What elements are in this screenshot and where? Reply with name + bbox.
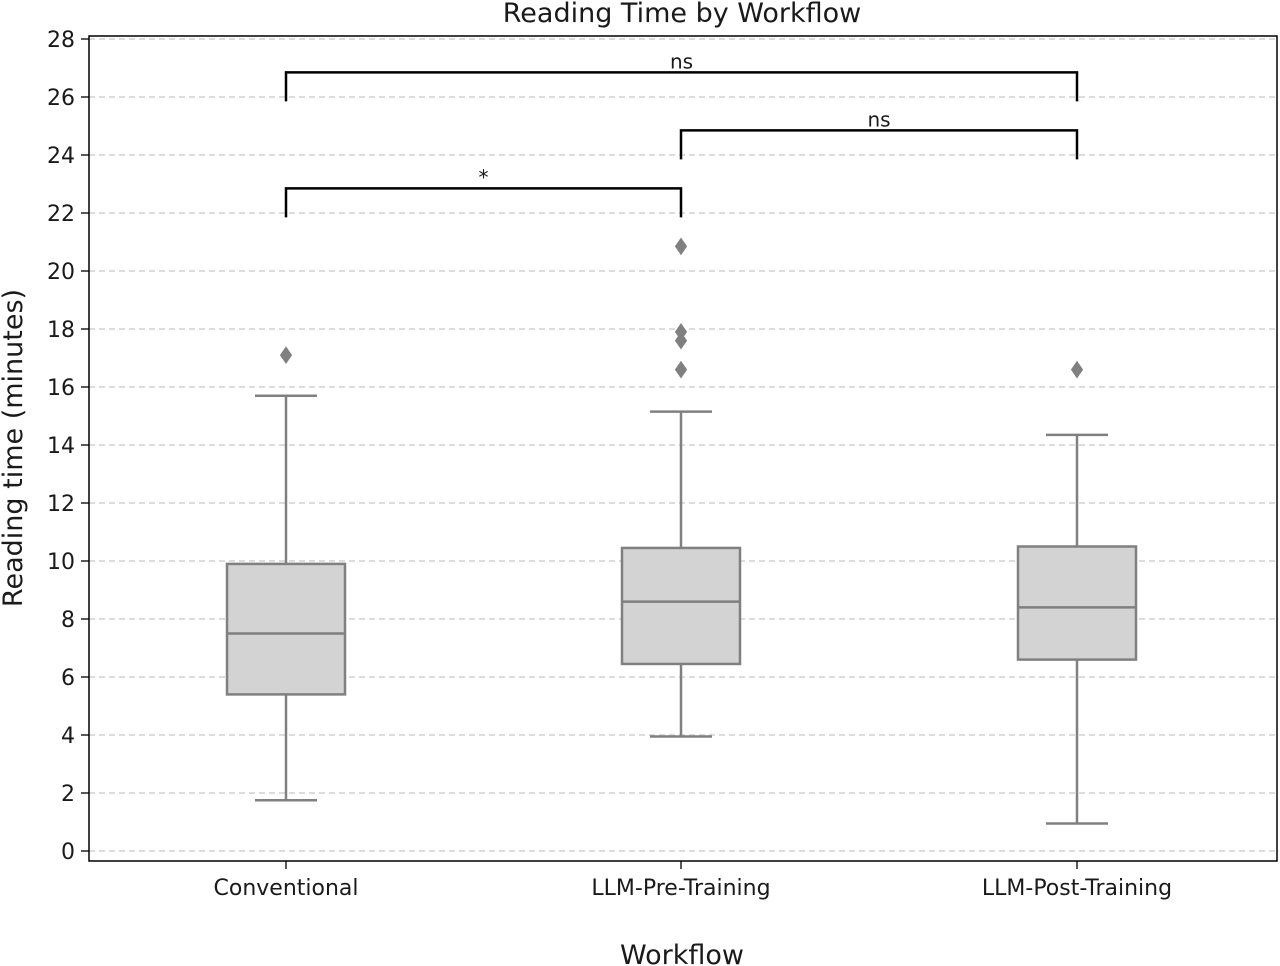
- y-tick-label: 12: [47, 492, 75, 517]
- boxes: [225, 237, 1138, 825]
- y-tick-label: 0: [61, 840, 75, 865]
- y-tick-label: 8: [61, 608, 75, 633]
- significance-label: *: [479, 165, 489, 189]
- significance-bracket: [284, 187, 683, 218]
- x-tick-label: LLM-Post-Training: [982, 876, 1172, 901]
- gridlines: [89, 38, 1277, 852]
- y-tick-label: 24: [47, 144, 75, 169]
- significance-bracket: [284, 71, 1079, 102]
- y-tick-label: 18: [47, 318, 75, 343]
- box-group: [225, 346, 347, 802]
- outlier-point: [1070, 360, 1084, 379]
- significance-label: ns: [867, 107, 890, 131]
- significance-brackets: * ns ns: [284, 49, 1079, 218]
- y-tick-label: 4: [61, 724, 75, 749]
- y-tick-label: 10: [47, 550, 75, 575]
- significance-label: ns: [670, 49, 693, 73]
- outlier-point: [674, 237, 688, 256]
- plot-frame: [88, 35, 1278, 862]
- y-tick-label: 2: [61, 782, 75, 807]
- chart-title: Reading Time by Workflow: [503, 0, 862, 29]
- iqr-box: [225, 562, 347, 696]
- x-axis-ticks: Conventional LLM-Pre-Training LLM-Post-Tra…: [214, 861, 1172, 901]
- box-group: [620, 237, 742, 738]
- iqr-box: [1016, 545, 1138, 661]
- y-tick-label: 26: [47, 86, 75, 111]
- box-group: [1016, 360, 1138, 825]
- y-tick-label: 6: [61, 666, 75, 691]
- y-tick-label: 22: [47, 202, 75, 227]
- outlier-point: [674, 360, 688, 379]
- outlier-point: [279, 346, 293, 364]
- y-tick-label: 28: [47, 28, 75, 53]
- outlier-point: [674, 331, 688, 350]
- x-tick-label: Conventional: [214, 876, 359, 901]
- significance-bracket: [679, 129, 1079, 160]
- iqr-box: [620, 546, 742, 666]
- y-tick-label: 16: [47, 376, 75, 401]
- y-tick-label: 14: [47, 434, 75, 459]
- y-tick-label: 20: [47, 260, 75, 285]
- y-axis-label: Reading time (minutes): [0, 289, 29, 607]
- x-axis-label: Workflow: [620, 940, 744, 966]
- x-tick-label: LLM-Pre-Training: [591, 876, 770, 901]
